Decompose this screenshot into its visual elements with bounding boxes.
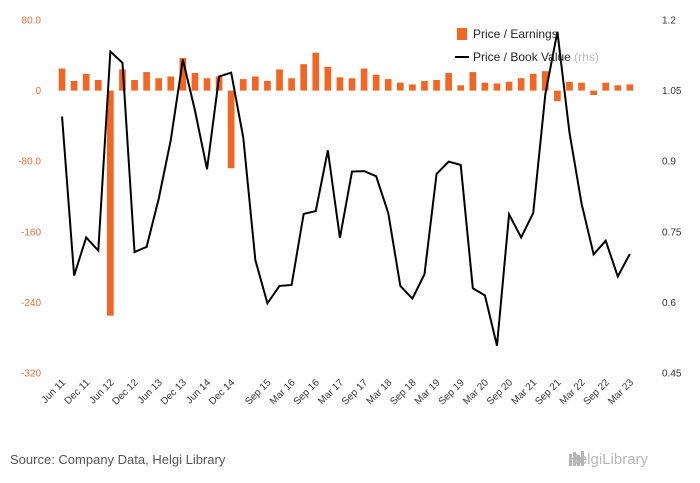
pe-bar	[336, 77, 344, 91]
pe-bar	[179, 57, 187, 91]
x-tick-label: Sep 22	[582, 377, 612, 407]
x-tick-label: Dec 13	[159, 377, 189, 407]
pe-bar	[372, 74, 380, 91]
pe-bar	[288, 78, 295, 91]
left-tick-label: 80.0	[22, 16, 42, 27]
pe-bar	[324, 66, 332, 91]
left-tick-label: -240	[21, 298, 41, 309]
x-tick-label: Dec 12	[110, 377, 140, 407]
pe-bar	[227, 90, 235, 169]
left-tick-label: -160	[21, 227, 41, 238]
left-axis: 80.0 0 -80.0 -160 -240 -320	[18, 16, 41, 380]
pe-bar	[626, 84, 634, 91]
pe-bar	[70, 80, 78, 91]
pe-bar	[457, 85, 465, 91]
pe-bar	[276, 69, 283, 91]
pe-bar	[566, 81, 573, 91]
pe-bar	[481, 82, 489, 91]
pe-bar	[312, 52, 320, 91]
pe-bar	[614, 85, 622, 91]
pe-bars	[58, 52, 634, 316]
x-tick-label: Mar 23	[606, 377, 636, 407]
brand-logo: HelgiLibrary	[568, 448, 648, 470]
pe-bar	[602, 82, 610, 91]
pe-bar	[384, 79, 392, 91]
pe-bar	[58, 68, 66, 91]
legend-bar-swatch	[457, 28, 467, 40]
legend: Price / Earnings Price / Book Value (rhs…	[455, 27, 599, 64]
right-tick-label: 0.9	[662, 157, 676, 168]
pe-bar	[505, 81, 513, 91]
pe-bar	[469, 72, 477, 91]
x-tick-label: Dec 14	[207, 377, 237, 407]
x-tick-label: Sep 21	[533, 377, 563, 407]
pe-bar	[94, 80, 102, 91]
pe-bar	[82, 73, 90, 91]
x-tick-label: Sep 16	[292, 377, 322, 407]
pe-bar	[348, 78, 356, 91]
pe-bar	[493, 83, 501, 91]
pe-bar	[119, 69, 126, 91]
right-tick-label: 0.75	[662, 227, 682, 238]
x-tick-label: Sep 19	[437, 377, 467, 407]
x-tick-label: Dec 11	[63, 377, 93, 407]
pb-line	[61, 31, 631, 346]
left-tick-label: -80.0	[18, 157, 41, 168]
pe-bar	[590, 90, 597, 96]
x-tick-label: Sep 20	[485, 377, 515, 407]
pe-bar	[529, 73, 537, 91]
x-tick-label: Sep 18	[388, 377, 418, 407]
pe-bar	[300, 64, 307, 91]
pe-bar	[203, 78, 211, 91]
pe-bar	[397, 82, 404, 91]
source-note: Source: Company Data, Helgi Library	[10, 452, 226, 467]
pe-bar	[421, 80, 428, 91]
right-tick-label: 0.45	[662, 369, 682, 380]
pe-bar	[433, 80, 440, 91]
x-tick-label: Sep 15	[243, 377, 273, 407]
pe-bar	[155, 78, 163, 91]
pe-bar	[143, 72, 150, 91]
pe-bar	[578, 82, 585, 91]
pe-bar	[167, 76, 175, 91]
left-tick-label: 0	[35, 86, 41, 97]
pe-bar	[517, 78, 525, 91]
library-icon	[569, 451, 584, 466]
left-tick-label: -320	[21, 369, 41, 380]
right-tick-label: 1.2	[662, 16, 676, 27]
legend-rhs-suffix: (rhs)	[574, 50, 599, 64]
x-tick-label: Sep 17	[340, 377, 370, 407]
pe-bar	[239, 79, 247, 91]
pe-bar	[409, 84, 416, 91]
pe-bar	[107, 90, 114, 316]
pe-bar	[541, 71, 549, 91]
pe-bar	[445, 72, 452, 91]
legend-pb-label: Price / Book Value (rhs)	[473, 50, 599, 64]
right-axis: 1.2 1.05 0.9 0.75 0.6 0.45	[662, 16, 682, 380]
legend-pe-label: Price / Earnings	[473, 27, 558, 41]
brand-name: HelgiLibrary	[568, 450, 649, 468]
pe-bar	[264, 80, 271, 91]
pe-bar	[252, 76, 259, 91]
pe-bar	[554, 90, 561, 102]
right-tick-label: 0.6	[662, 298, 676, 309]
pe-bar	[131, 80, 138, 91]
legend-pb-name: Price / Book Value	[473, 50, 571, 64]
pe-bar	[360, 68, 368, 91]
pe-bar	[191, 72, 199, 91]
right-tick-label: 1.05	[662, 86, 682, 97]
